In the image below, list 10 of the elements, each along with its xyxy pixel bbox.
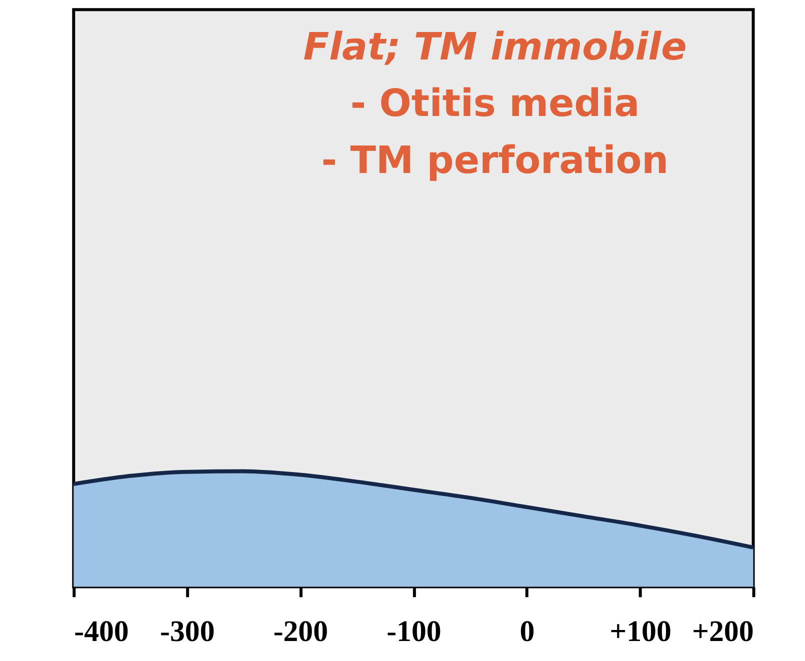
text: Flat; TM immobile: [303, 24, 687, 68]
text: - Otitis media: [350, 81, 640, 126]
x-tick-label: -300: [160, 614, 215, 648]
x-tick-label: +200: [692, 614, 754, 648]
x-tick-label: -400: [74, 614, 129, 648]
text: - TM perforation: [321, 138, 669, 182]
x-tick-label: 0: [520, 614, 535, 648]
x-tick-label: -100: [386, 614, 442, 648]
x-tick-label: +100: [610, 614, 672, 648]
x-tick-label: -200: [273, 614, 328, 648]
